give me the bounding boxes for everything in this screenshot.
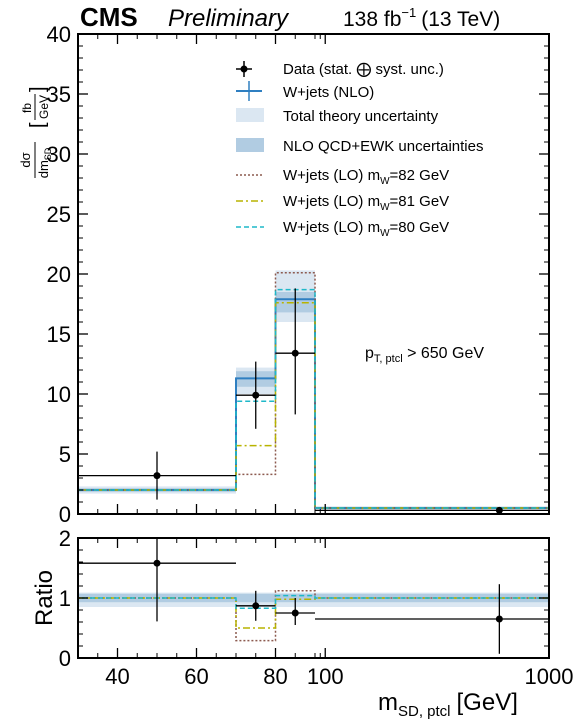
- svg-text:dσ: dσ: [18, 152, 33, 167]
- main-ytick-label-25: 25: [47, 202, 71, 227]
- legend-item-lo81: W+jets (LO) mW=81 GeV: [236, 193, 449, 213]
- ratio-data-point-1: [252, 602, 260, 610]
- ratio-ytick-label-2: 2: [59, 526, 71, 551]
- main-ytick-label-10: 10: [47, 382, 71, 407]
- ratio-axis-title: Ratio: [31, 570, 58, 626]
- legend-item-lo80: W+jets (LO) mW=80 GeV: [236, 219, 449, 239]
- x-tick-label-4: 1000: [525, 664, 574, 689]
- legend-item-nlo: W+jets (NLO): [236, 81, 374, 101]
- main-ytick-label-30: 30: [47, 142, 71, 167]
- svg-text:]: ]: [27, 86, 49, 92]
- legend-label-nlo: W+jets (NLO): [283, 84, 374, 101]
- legend-item-data: Data (stat. ⨁ syst. unc.): [236, 61, 444, 78]
- x-tick-label-3: 100: [307, 664, 344, 689]
- preliminary-label: Preliminary: [168, 5, 290, 32]
- legend-label-theory: Total theory uncertainty: [283, 108, 439, 125]
- legend-label-data: Data (stat. ⨁ syst. unc.): [283, 61, 444, 78]
- ratio-ytick-label-0: 0: [59, 646, 71, 671]
- x-axis-title: mSD, ptcl [GeV]: [378, 689, 518, 720]
- main-ytick-label-15: 15: [47, 322, 71, 347]
- ratio-ytick-label-1: 1: [59, 586, 71, 611]
- legend-item-lo82: W+jets (LO) mW=82 GeV: [236, 167, 449, 187]
- legend-label-lo82: W+jets (LO) mW=82 GeV: [283, 167, 449, 187]
- y-axis-title: dσ dmSD [ fb GeV ]: [18, 86, 53, 178]
- svg-text:[: [: [27, 122, 49, 128]
- x-tick-label-1: 60: [184, 664, 208, 689]
- main-data-point-1: [252, 391, 260, 399]
- ratio-data-point-3: [495, 615, 503, 623]
- ratio-series-0: [77, 590, 550, 658]
- main-series-0: [77, 298, 550, 514]
- legend-item-theory: Total theory uncertainty: [236, 108, 439, 125]
- main-series-2: [77, 302, 550, 514]
- legend-label-lo80: W+jets (LO) mW=80 GeV: [283, 219, 449, 239]
- main-series-3: [77, 288, 550, 514]
- main-data-point-2: [291, 349, 299, 357]
- x-tick-label-0: 40: [105, 664, 129, 689]
- pt-cut-annotation: pT, ptcl > 650 GeV: [365, 345, 484, 365]
- main-ytick-label-0: 0: [59, 502, 71, 527]
- ratio-data-point-0: [153, 559, 161, 567]
- cms-label: CMS: [80, 2, 138, 32]
- svg-text:fb: fb: [20, 103, 34, 113]
- legend-label-lo81: W+jets (LO) mW=81 GeV: [283, 193, 449, 213]
- legend: Data (stat. ⨁ syst. unc.) W+jets (NLO) T…: [236, 61, 484, 239]
- lumi-label: 138 fb−1 (13 TeV): [343, 5, 500, 31]
- main-data-point-0: [153, 472, 161, 480]
- svg-text:GeV: GeV: [37, 95, 51, 119]
- legend-label-qcd: NLO QCD+EWK uncertainties: [283, 138, 484, 155]
- legend-item-qcd: NLO QCD+EWK uncertainties: [236, 138, 484, 155]
- main-ytick-label-5: 5: [59, 442, 71, 467]
- ratio-data-point-2: [291, 609, 299, 617]
- main-ytick-label-40: 40: [47, 22, 71, 47]
- main-ytick-label-20: 20: [47, 262, 71, 287]
- svg-text:dmSD: dmSD: [36, 147, 53, 178]
- x-tick-label-2: 80: [263, 664, 287, 689]
- main-data-point-3: [495, 506, 503, 514]
- main-ytick-label-35: 35: [47, 82, 71, 107]
